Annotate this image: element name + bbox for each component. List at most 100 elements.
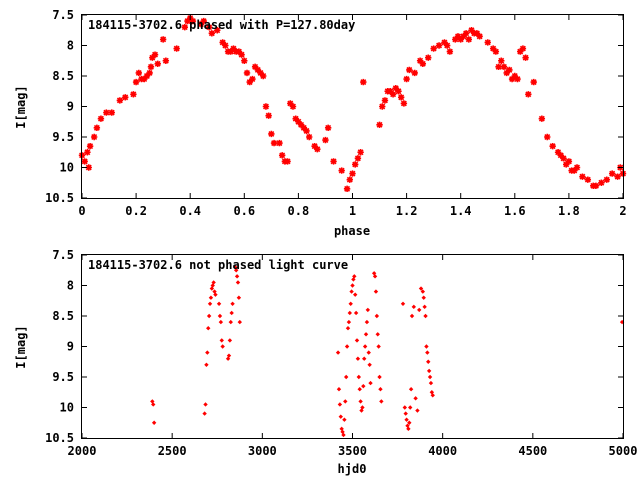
unphased-data-point [353, 292, 358, 297]
phased-data-point [419, 60, 427, 67]
phased-data-point [306, 133, 313, 141]
phased-data-point [268, 130, 275, 138]
unphased-data-point [408, 387, 414, 392]
phased-data-point [97, 115, 105, 122]
phased-data-point [151, 51, 159, 58]
unphased-x-tick-label: 4500 [518, 444, 547, 458]
phased-y-tick-label: 9.5 [52, 130, 74, 144]
unphased-data-point [362, 356, 367, 361]
unphased-axis-ticks: 2000 2500 3000 3500 4000 4500 5000 7.5 8 8.5 9 9.5 1… [45, 248, 637, 458]
unphased-data-point [344, 344, 350, 349]
phased-axis-ticks: 0 0.2 0.4 0.6 0.8 1 1.2 1.4 1.6 1.8 2 7.5 8 8.5 9 9.5 10… [45, 8, 627, 218]
unphased-data-point [424, 344, 429, 349]
phased-data-point [270, 139, 278, 147]
unphased-data-point [235, 280, 241, 285]
phased-data-point [338, 167, 345, 174]
phased-x-tick-label: 1 [349, 204, 356, 218]
unphased-data-point [421, 295, 426, 300]
unphased-data-point [208, 295, 214, 300]
unphased-data-point [403, 411, 408, 416]
unphased-data-point [352, 274, 357, 279]
phased-data-point [222, 42, 229, 49]
phased-data-point [411, 69, 418, 77]
phased-data-point [395, 88, 402, 95]
phased-data-point [544, 133, 551, 141]
phased-data-point [506, 66, 513, 74]
phased-data-point [208, 30, 216, 37]
unphased-y-axis-label: I[mag] [14, 325, 28, 368]
unphased-data-point [237, 319, 242, 325]
phased-y-tick-label: 10.5 [45, 191, 74, 205]
unphased-data-point [427, 374, 433, 380]
phased-data-point [462, 30, 470, 37]
unphased-data-point [360, 405, 365, 410]
unphased-data-point [346, 319, 352, 325]
unphased-data-point [425, 350, 430, 355]
phased-data-point [349, 170, 356, 177]
phased-data-point [435, 42, 443, 49]
phased-x-tick-label: 0.6 [233, 204, 255, 218]
unphased-data-point [347, 310, 352, 316]
unphased-data-point [362, 344, 368, 349]
phased-data-point [549, 142, 556, 150]
phased-y-tick-label: 7.5 [52, 8, 74, 22]
unphased-data-point [361, 383, 366, 389]
unphased-data-point [357, 387, 362, 392]
unphased-data-point [355, 356, 361, 361]
unphased-data-point [227, 338, 233, 343]
phased-data-point [146, 69, 153, 77]
unphased-data-point [353, 310, 359, 316]
unphased-data-point [364, 319, 370, 325]
unphased-data-point [350, 283, 355, 288]
phased-data-point [324, 124, 332, 132]
phased-data-point [159, 36, 167, 43]
phased-data-point [379, 103, 386, 110]
unphased-data-point [218, 319, 224, 325]
unphased-y-tick-label: 10 [60, 401, 74, 415]
phased-data-point [173, 45, 180, 52]
unphased-data-point [354, 338, 360, 343]
phased-data-point [519, 45, 527, 52]
unphased-data-point [422, 304, 427, 310]
phased-data-point [354, 155, 362, 162]
unphased-data-point [379, 399, 384, 404]
phased-data-point [90, 133, 98, 141]
unphased-data-point [619, 319, 625, 325]
unphased-data-points [150, 265, 625, 438]
phased-data-point [525, 91, 532, 98]
unphased-plot-frame [81, 254, 624, 439]
unphased-data-point [426, 359, 431, 364]
unphased-data-point [402, 405, 407, 410]
phased-data-point [565, 158, 573, 165]
unphased-data-point [374, 313, 380, 319]
phased-data-point [276, 139, 283, 147]
unphased-data-point [415, 408, 420, 413]
unphased-data-point [373, 289, 379, 294]
unphased-x-tick-label: 5000 [609, 444, 638, 458]
unphased-y-tick-label: 10.5 [45, 431, 74, 445]
phased-data-point [243, 69, 251, 77]
phased-data-point [406, 66, 413, 74]
phased-data-point [93, 124, 101, 132]
phased-x-tick-label: 1.4 [450, 204, 472, 218]
phased-data-point [522, 54, 529, 61]
phased-data-point [484, 39, 491, 46]
phased-data-point [238, 51, 245, 58]
phased-data-point [262, 103, 270, 110]
unphased-data-point [418, 286, 424, 291]
unphased-y-tick-label: 7.5 [52, 248, 74, 262]
unphased-data-point [372, 274, 378, 279]
unphased-y-tick-label: 8 [67, 279, 74, 293]
phased-data-point [476, 33, 483, 40]
phased-data-point [189, 17, 197, 25]
unphased-data-point [366, 350, 371, 355]
unphased-data-point [430, 393, 435, 398]
phased-y-tick-label: 8.5 [52, 69, 74, 83]
phased-y-tick-label: 9 [67, 100, 74, 114]
unphased-data-point [411, 304, 417, 310]
phased-data-point [530, 78, 537, 86]
phased-data-point [214, 27, 221, 34]
unphased-data-point [345, 326, 351, 331]
phased-data-point [135, 69, 143, 77]
